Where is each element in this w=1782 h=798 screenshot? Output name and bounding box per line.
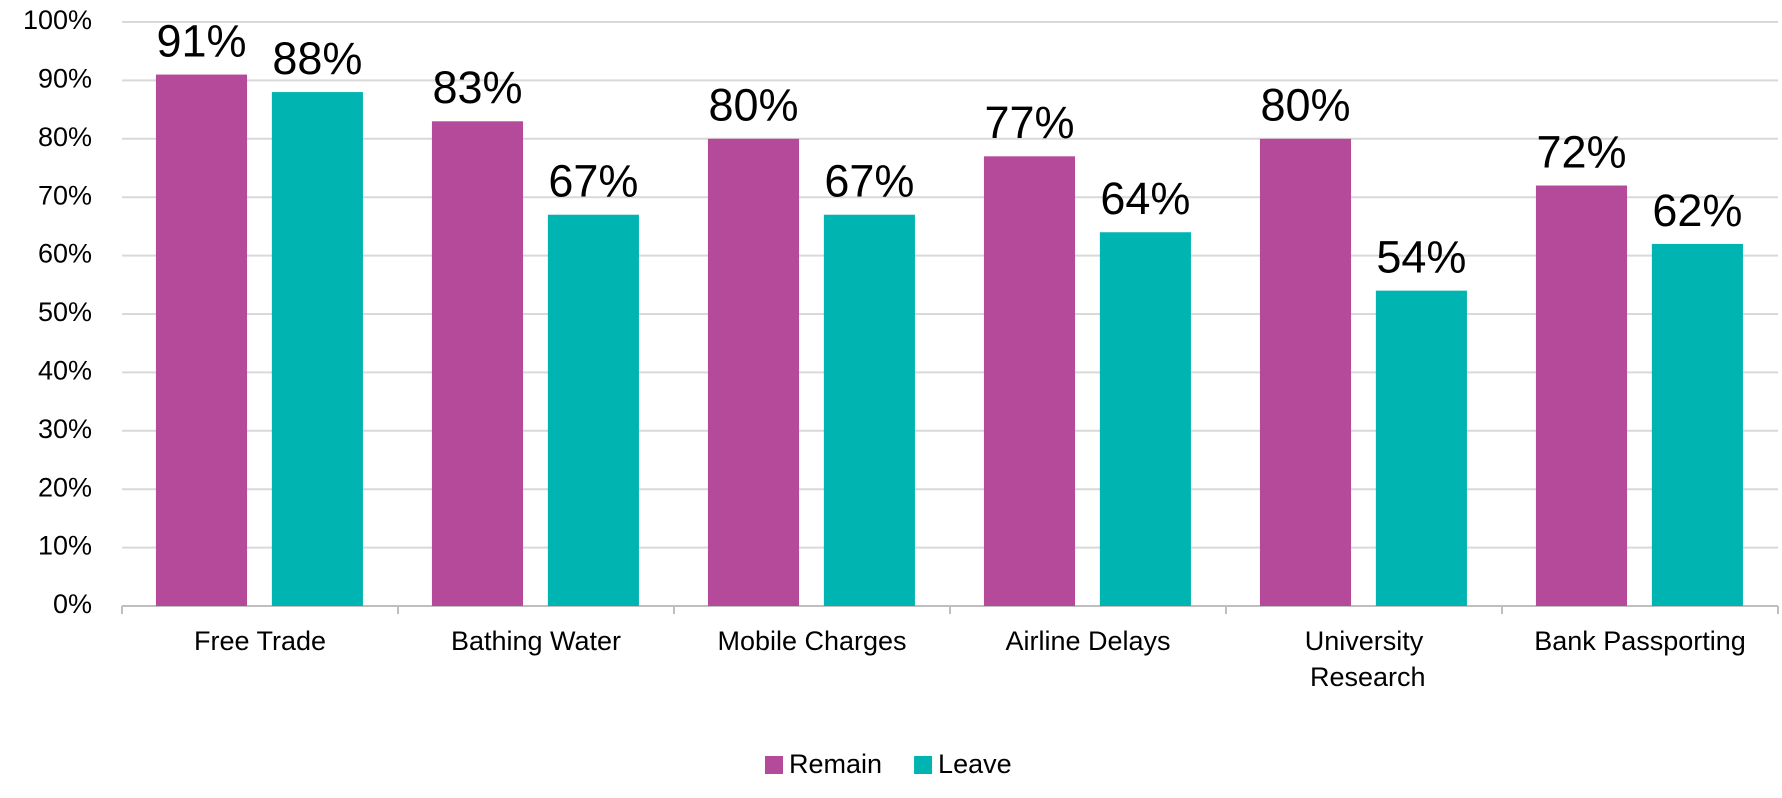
y-tick-label: 80% bbox=[38, 122, 92, 152]
bar bbox=[1651, 243, 1743, 607]
x-tick-label: Bathing Water bbox=[451, 626, 621, 656]
y-tick-label: 30% bbox=[38, 414, 92, 444]
data-label: 72% bbox=[1536, 126, 1626, 177]
x-tick-label: Airline Delays bbox=[1005, 626, 1170, 656]
x-tick-label: University Research bbox=[1302, 626, 1425, 692]
x-tick-label-line: University bbox=[1305, 626, 1424, 656]
data-label: 67% bbox=[824, 156, 914, 207]
legend-label: Remain bbox=[789, 749, 882, 779]
bar bbox=[1259, 138, 1352, 607]
bar bbox=[823, 214, 915, 606]
bar bbox=[1099, 232, 1191, 607]
bar bbox=[431, 121, 524, 606]
data-label: 64% bbox=[1100, 173, 1190, 224]
bar bbox=[707, 138, 800, 607]
data-label: 80% bbox=[708, 80, 798, 131]
bar bbox=[271, 92, 363, 606]
data-label: 91% bbox=[156, 15, 246, 66]
bar bbox=[547, 214, 639, 606]
data-label: 62% bbox=[1652, 185, 1742, 236]
data-label: 54% bbox=[1376, 232, 1466, 283]
legend-swatch bbox=[765, 756, 783, 774]
x-tick-label: Free Trade bbox=[194, 626, 326, 656]
x-tick-label-line: Research bbox=[1302, 662, 1425, 692]
y-tick-label: 70% bbox=[38, 180, 92, 210]
y-tick-label: 100% bbox=[23, 5, 92, 35]
data-label: 88% bbox=[272, 33, 362, 84]
y-tick-label: 20% bbox=[38, 472, 92, 502]
data-label: 67% bbox=[548, 156, 638, 207]
y-tick-label: 90% bbox=[38, 64, 92, 94]
legend-label: Leave bbox=[938, 749, 1012, 779]
data-label: 77% bbox=[984, 97, 1074, 148]
y-tick-label: 50% bbox=[38, 297, 92, 327]
bar bbox=[1535, 185, 1628, 606]
y-tick-label: 0% bbox=[53, 589, 92, 619]
data-label: 83% bbox=[432, 62, 522, 113]
legend-swatch bbox=[914, 756, 933, 774]
data-label: 80% bbox=[1260, 80, 1350, 131]
bar bbox=[983, 156, 1076, 606]
x-tick-label: Mobile Charges bbox=[717, 626, 906, 656]
y-tick-label: 60% bbox=[38, 239, 92, 269]
y-tick-label: 40% bbox=[38, 356, 92, 386]
bar bbox=[155, 74, 248, 606]
x-tick-label: Bank Passporting bbox=[1534, 626, 1746, 656]
bar bbox=[1375, 290, 1467, 606]
y-tick-label: 10% bbox=[38, 531, 92, 561]
